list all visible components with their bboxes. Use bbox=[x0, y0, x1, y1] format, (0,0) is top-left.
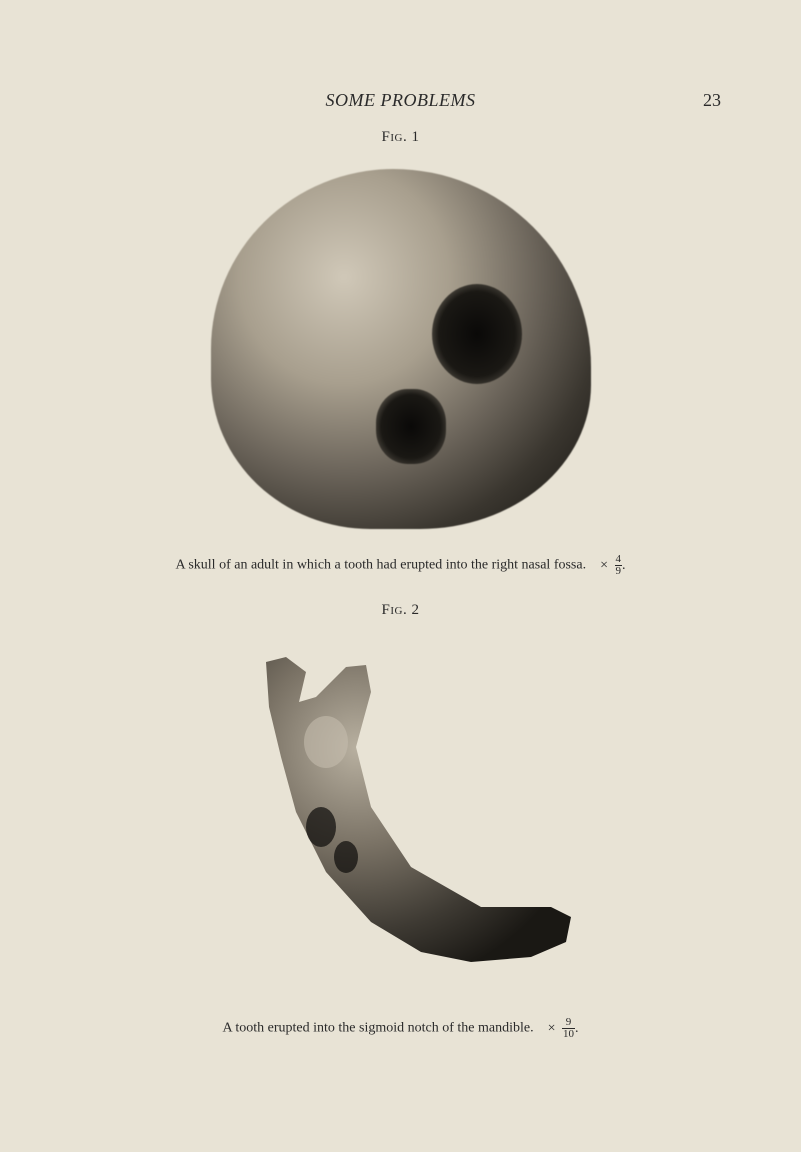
figure-1-scale-symbol: × bbox=[600, 558, 608, 573]
figure-1-fraction: 4 9 bbox=[615, 554, 623, 577]
figure-1-label: Fig. 1 bbox=[382, 129, 420, 146]
figure-1-caption-text: A skull of an adult in which a tooth had… bbox=[176, 558, 587, 573]
figure-2-label: Fig. 2 bbox=[382, 602, 420, 619]
figure-2-caption: A tooth erupted into the sigmoid notch o… bbox=[223, 1017, 579, 1040]
mandible-shadow-2 bbox=[334, 841, 358, 873]
figure-1-block: Fig. 1 A skull of an adult in which a to… bbox=[80, 129, 721, 577]
figure-2-block: Fig. 2 bbox=[80, 602, 721, 1040]
mandible-highlight bbox=[304, 716, 348, 768]
mandible-shadow-1 bbox=[306, 807, 336, 847]
figure-1-scale: × 4 9 . bbox=[600, 558, 625, 573]
figure-2-denominator: 10 bbox=[562, 1029, 575, 1040]
mandible-svg bbox=[211, 647, 591, 987]
figure-2-caption-text: A tooth erupted into the sigmoid notch o… bbox=[223, 1021, 534, 1036]
figure-1-caption: A skull of an adult in which a tooth had… bbox=[176, 554, 626, 577]
mandible-illustration bbox=[211, 647, 591, 987]
document-page: SOME PROBLEMS 23 Fig. 1 A skull of an ad… bbox=[0, 0, 801, 1152]
figure-2-scale: × 9 10 . bbox=[548, 1021, 579, 1036]
figure-1-denominator: 9 bbox=[615, 566, 623, 577]
figure-2-image bbox=[186, 627, 616, 1007]
page-number: 23 bbox=[703, 90, 721, 111]
figure-2-scale-symbol: × bbox=[548, 1021, 556, 1036]
figure-1-image bbox=[181, 154, 621, 544]
page-header: SOME PROBLEMS 23 bbox=[80, 90, 721, 111]
figure-2-fraction: 9 10 bbox=[562, 1017, 575, 1040]
running-title: SOME PROBLEMS bbox=[80, 90, 721, 111]
skull-illustration bbox=[211, 169, 591, 529]
mandible-path bbox=[266, 657, 571, 962]
